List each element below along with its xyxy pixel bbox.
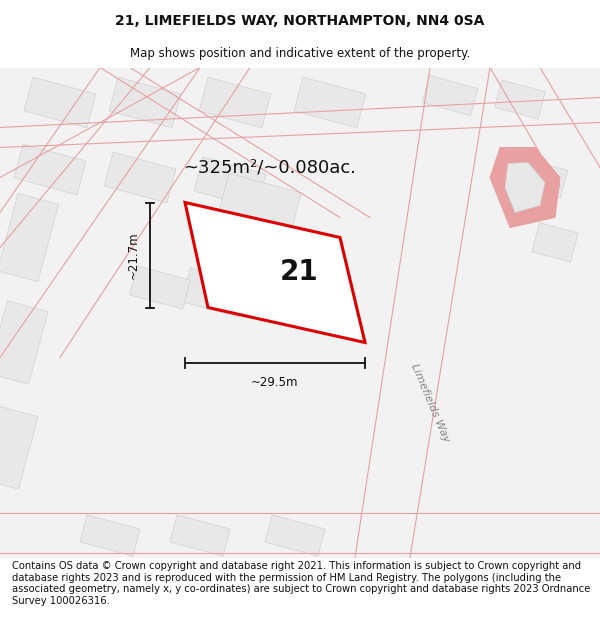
Polygon shape [512,158,568,198]
Polygon shape [218,174,301,231]
Polygon shape [170,515,230,556]
Polygon shape [109,77,181,128]
Text: 21, LIMEFIELDS WAY, NORTHAMPTON, NN4 0SA: 21, LIMEFIELDS WAY, NORTHAMPTON, NN4 0SA [115,14,485,28]
Polygon shape [490,148,560,228]
Text: 21: 21 [280,259,319,286]
Polygon shape [104,152,176,203]
Polygon shape [181,268,248,317]
Polygon shape [286,273,353,322]
Polygon shape [194,157,266,208]
Text: Map shows position and indicative extent of the property.: Map shows position and indicative extent… [130,48,470,60]
Polygon shape [505,162,545,212]
Polygon shape [422,76,478,116]
Polygon shape [294,77,366,128]
Text: Contains OS data © Crown copyright and database right 2021. This information is : Contains OS data © Crown copyright and d… [12,561,590,606]
Polygon shape [0,193,59,282]
Polygon shape [0,301,48,384]
Polygon shape [265,515,325,556]
Text: ~21.7m: ~21.7m [127,231,140,279]
Text: ~325m²/~0.080ac.: ~325m²/~0.080ac. [184,159,356,176]
Polygon shape [199,77,271,128]
Polygon shape [24,77,96,128]
Polygon shape [0,68,600,558]
Polygon shape [14,144,86,195]
Polygon shape [185,202,365,342]
Polygon shape [80,515,140,556]
Text: Limefields Way: Limefields Way [409,362,451,443]
Text: ~29.5m: ~29.5m [251,376,299,389]
Polygon shape [532,223,578,262]
Polygon shape [494,80,545,119]
Polygon shape [130,266,190,309]
Polygon shape [0,406,38,489]
